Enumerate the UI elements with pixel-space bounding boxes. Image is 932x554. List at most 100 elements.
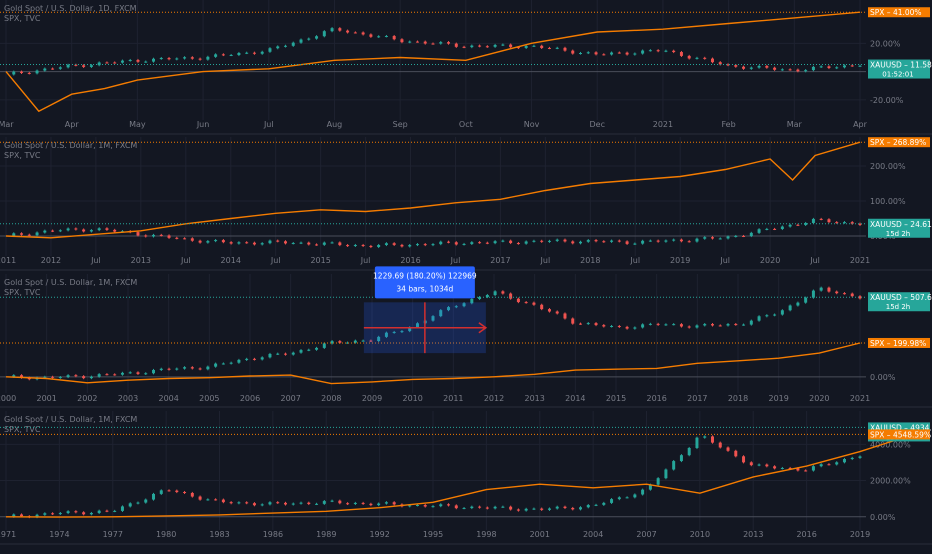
candle-body [710, 237, 714, 239]
x-tick-label: 2013 [524, 394, 544, 403]
candle-body [462, 46, 466, 48]
x-tick-label: Jun [196, 120, 210, 129]
candle-body [252, 52, 256, 54]
candle-body [749, 232, 753, 237]
legend-label: Gold Spot / U.S. Dollar, 1M, FXCM [4, 278, 137, 287]
candle-body [501, 506, 505, 508]
candle-body [804, 222, 808, 225]
candle-body [113, 374, 117, 376]
candle-body [113, 62, 117, 64]
candle-body [338, 28, 342, 31]
candle-body [509, 506, 513, 510]
x-tick-label: 1995 [423, 530, 443, 539]
value-badge-text: XAUUSD – 507.68% [870, 293, 932, 302]
candle-body [167, 235, 171, 238]
candle-body [20, 375, 24, 378]
candle-body [695, 238, 699, 242]
candle-body [454, 43, 458, 47]
legend-label: Gold Spot / U.S. Dollar, 1M, FXCM [4, 141, 137, 150]
candle-body [672, 461, 676, 470]
candle-body [454, 505, 458, 509]
candle-body [283, 241, 287, 244]
candle-body [773, 466, 777, 469]
candle-body [144, 61, 148, 63]
candle-body [858, 296, 862, 299]
candle-body [656, 240, 660, 242]
x-tick-label: 2018 [728, 394, 748, 403]
x-tick-label: Jul [270, 256, 281, 265]
candle-body [540, 304, 544, 310]
x-tick-label: 2019 [670, 256, 690, 265]
candle-body [602, 54, 606, 56]
candle-body [136, 60, 140, 62]
candle-body [152, 369, 156, 374]
candle-body [780, 226, 784, 229]
candle-body [610, 326, 614, 328]
x-tick-label: 2014 [221, 256, 241, 265]
candle-body [501, 44, 505, 46]
candle-body [850, 293, 854, 297]
candle-body [43, 376, 47, 378]
x-tick-label: 2021 [850, 394, 870, 403]
candle-body [850, 65, 854, 67]
x-tick-label: 2016 [646, 394, 666, 403]
candle-body [516, 47, 520, 49]
candle-body [602, 325, 606, 327]
x-tick-label: 2013 [131, 256, 151, 265]
candle-body [152, 234, 156, 237]
candle-body [788, 467, 792, 469]
candle-body [563, 506, 567, 508]
x-tick-label: 1977 [103, 530, 123, 539]
x-tick-label: 2021 [850, 256, 870, 265]
candle-body [105, 374, 109, 376]
x-tick-label: 2014 [565, 394, 585, 403]
candle-body [206, 499, 210, 501]
y-tick-label: 2000.00% [870, 477, 911, 486]
candle-body [695, 325, 699, 328]
candle-body [835, 222, 839, 224]
candle-body [672, 239, 676, 241]
candle-body [610, 499, 614, 503]
x-tick-label: 1992 [369, 530, 389, 539]
candle-body [66, 511, 70, 514]
candle-body [361, 244, 365, 246]
value-badge-text: XAUUSD – 11.58% [870, 61, 932, 70]
candle-body [773, 67, 777, 70]
candle-body [190, 57, 194, 59]
candle-body [850, 457, 854, 460]
candle-body [82, 65, 86, 67]
candle-body [159, 234, 163, 236]
candle-body [679, 52, 683, 56]
value-badge-text: SPX – 4548.59% [870, 430, 931, 439]
y-tick-label: 200.00% [870, 162, 906, 171]
candle-body [827, 66, 831, 69]
candle-body [478, 242, 482, 244]
candle-body [664, 50, 668, 52]
candle-body [462, 303, 466, 307]
candle-body [20, 233, 24, 235]
x-tick-label: 2017 [687, 394, 707, 403]
candle-body [579, 241, 583, 244]
value-badge-text: SPX – 41.00% [870, 8, 922, 17]
candle-body [423, 505, 427, 507]
candle-body [237, 53, 241, 56]
candle-body [392, 36, 396, 40]
candle-body [330, 242, 334, 244]
candle-body [842, 222, 846, 224]
candle-body [679, 324, 683, 327]
candle-body [679, 455, 683, 462]
x-tick-label: 2012 [484, 394, 504, 403]
candle-body [563, 47, 567, 51]
candle-body [594, 52, 598, 55]
candle-body [470, 45, 474, 48]
candle-body [361, 340, 365, 342]
candle-body [765, 464, 769, 467]
candle-body [835, 67, 839, 69]
candle-body [260, 357, 264, 360]
candle-body [415, 323, 419, 328]
y-tick-label: 0.00% [870, 513, 896, 522]
candle-body [648, 50, 652, 52]
candle-body [431, 43, 435, 45]
candle-body [400, 244, 404, 247]
legend-label: SPX, TVC [4, 14, 41, 23]
